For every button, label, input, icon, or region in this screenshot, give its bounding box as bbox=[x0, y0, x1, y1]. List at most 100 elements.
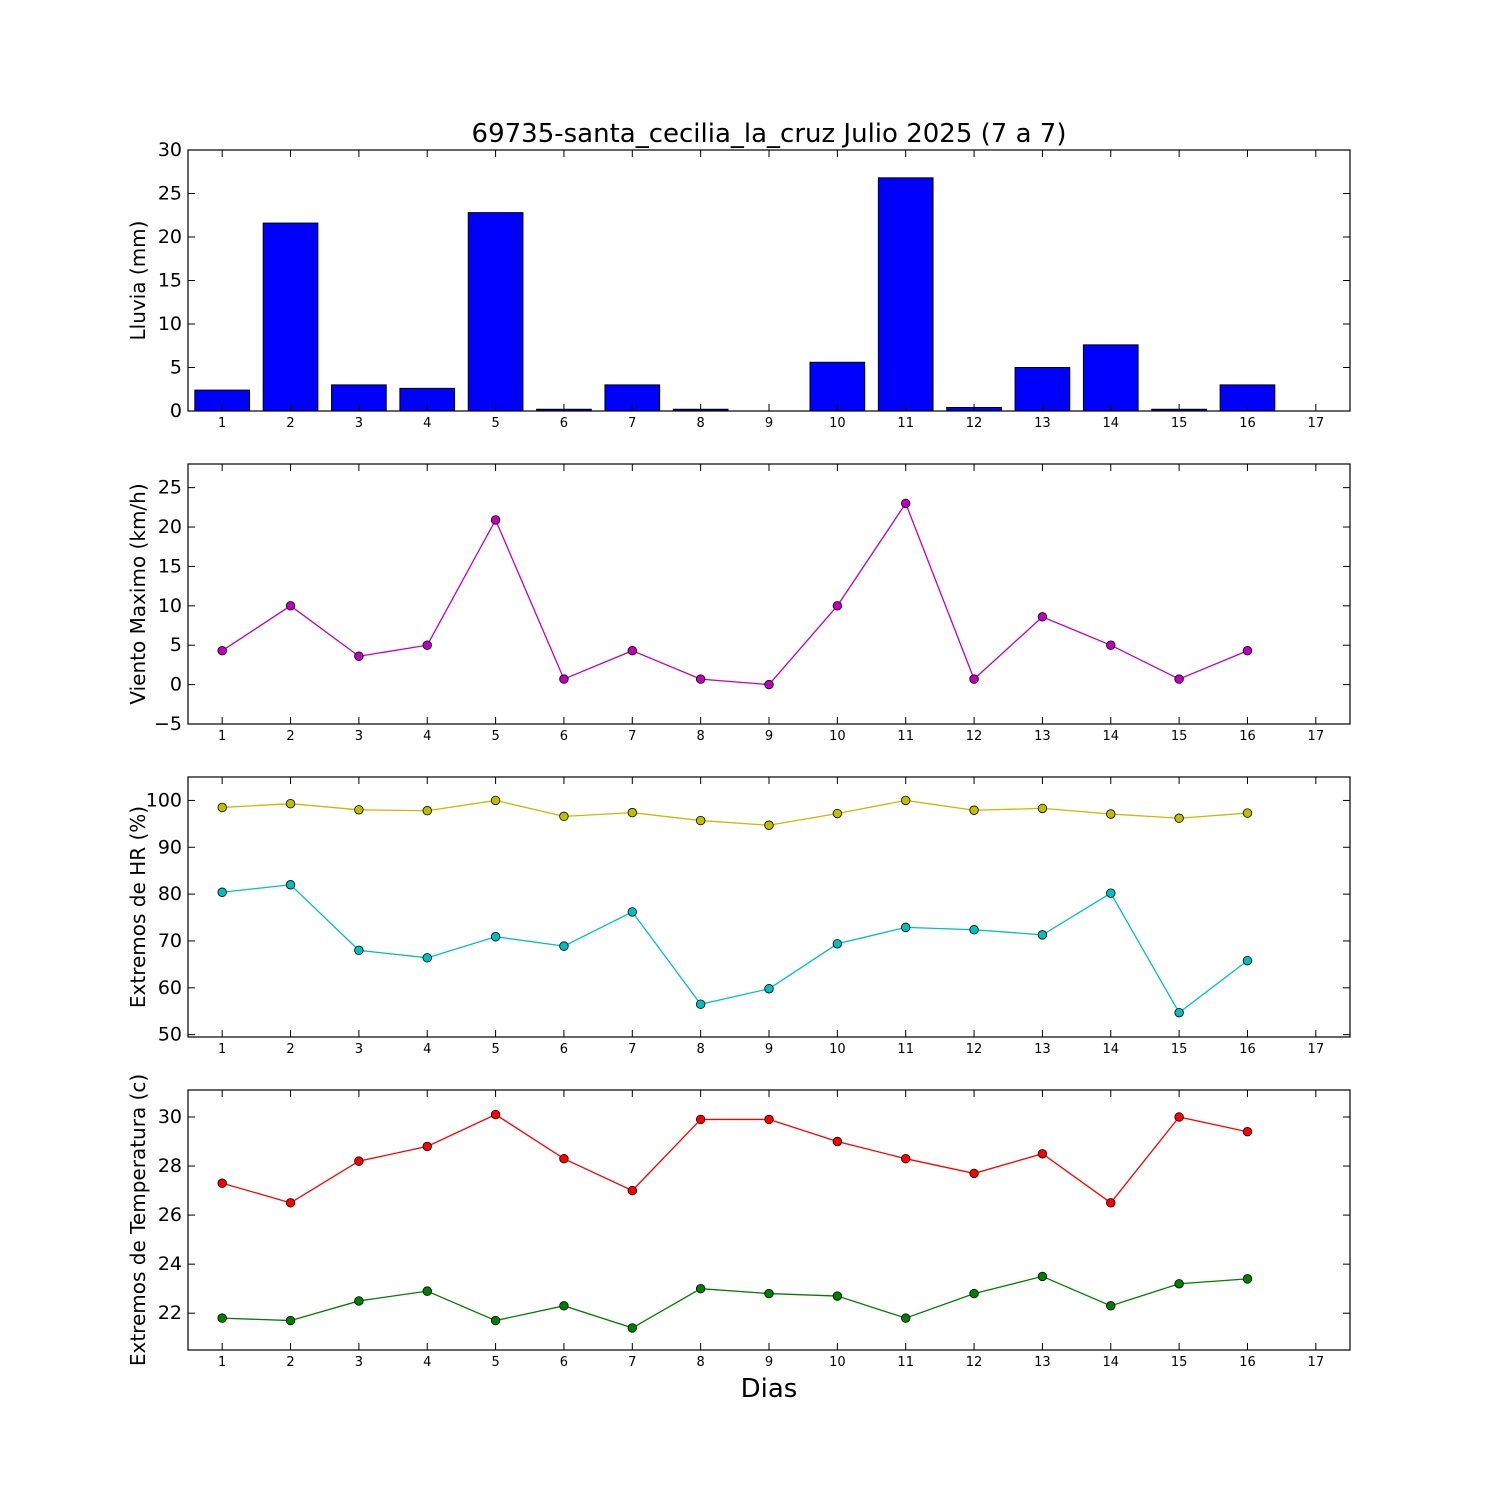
humidity-xtick-label: 5 bbox=[491, 1042, 499, 1057]
wind-xtick-label: 5 bbox=[491, 729, 499, 744]
wind-series-1-point-day-1 bbox=[217, 646, 227, 656]
wind-ytick-label: −5 bbox=[154, 713, 182, 735]
temperature-series-2-point-day-9 bbox=[764, 1288, 774, 1299]
wind-ytick-label: 20 bbox=[158, 516, 182, 538]
wind-xtick-label: 13 bbox=[1034, 729, 1051, 744]
wind-ytick-label: 25 bbox=[158, 477, 182, 499]
temperature-ytick-label: 26 bbox=[158, 1204, 182, 1226]
wind-xtick-label: 1 bbox=[218, 729, 226, 744]
temperature-series-2-point-day-2 bbox=[285, 1315, 296, 1326]
rain-bar-day-14 bbox=[1082, 344, 1139, 412]
wind-xtick-label: 2 bbox=[286, 729, 294, 744]
temperature-series-2-point-day-5 bbox=[490, 1315, 501, 1326]
temperature-series-1-point-day-1 bbox=[217, 1178, 227, 1188]
wind-xtick-label: 7 bbox=[628, 729, 636, 744]
humidity-series-1-point-day-6 bbox=[559, 811, 569, 822]
humidity-series-1-point-day-13 bbox=[1037, 803, 1048, 814]
humidity-series-1-point-day-15 bbox=[1174, 813, 1184, 823]
temperature-xtick-label: 10 bbox=[829, 1355, 846, 1370]
temperature-series-1-point-day-6 bbox=[559, 1153, 569, 1164]
humidity-xtick-label: 4 bbox=[423, 1042, 431, 1057]
wind-series-1-point-day-13 bbox=[1037, 612, 1048, 622]
temperature-series-1-point-day-13 bbox=[1037, 1149, 1048, 1159]
temperature-series-1-point-day-9 bbox=[764, 1114, 774, 1125]
wind-xtick-label: 14 bbox=[1102, 729, 1119, 744]
temperature-series-1-point-day-4 bbox=[422, 1141, 432, 1152]
temperature-series-2-line bbox=[222, 1275, 1248, 1329]
humidity-xtick-label: 8 bbox=[697, 1042, 705, 1057]
rain-ytick-label: 15 bbox=[158, 270, 182, 292]
humidity-series-2-point-day-10 bbox=[832, 939, 843, 949]
wind-series-1-point-day-3 bbox=[354, 651, 364, 661]
temperature-ytick-label: 24 bbox=[158, 1253, 182, 1275]
temperature-xtick-label: 7 bbox=[628, 1355, 636, 1370]
humidity-series-1-point-day-2 bbox=[285, 799, 296, 809]
rain-bar-day-13 bbox=[1014, 367, 1071, 412]
rain-ytick-label: 30 bbox=[158, 139, 182, 161]
rain-xtick-label: 4 bbox=[423, 416, 431, 431]
humidity-xtick-label: 3 bbox=[355, 1042, 363, 1057]
humidity-series-1-point-day-11 bbox=[901, 795, 911, 806]
wind-xtick-label: 6 bbox=[560, 729, 568, 744]
temperature-y-axis-label: Extremos de Temperatura (c) bbox=[126, 1074, 150, 1366]
wind-series-1-point-day-15 bbox=[1174, 674, 1184, 684]
temperature-xtick-label: 12 bbox=[966, 1355, 983, 1370]
temperature-xtick-label: 2 bbox=[286, 1355, 294, 1370]
rain-xtick-label: 10 bbox=[829, 416, 846, 431]
wind-xtick-label: 3 bbox=[355, 729, 363, 744]
humidity-xtick-label: 13 bbox=[1034, 1042, 1051, 1057]
humidity-series-2-point-day-3 bbox=[354, 945, 364, 956]
wind-xtick-label: 8 bbox=[697, 729, 705, 744]
humidity-ytick-label: 100 bbox=[146, 789, 182, 811]
wind-series-1-point-day-7 bbox=[627, 646, 637, 656]
temperature-series-2-point-day-4 bbox=[422, 1286, 432, 1296]
rain-xtick-label: 6 bbox=[560, 416, 568, 431]
temperature-xtick-label: 8 bbox=[697, 1355, 705, 1370]
temperature-series-2-point-day-1 bbox=[217, 1313, 227, 1323]
wind-xtick-label: 12 bbox=[966, 729, 983, 744]
wind-ytick-label: 15 bbox=[158, 555, 182, 577]
wind-series-1-point-day-14 bbox=[1106, 640, 1116, 650]
humidity-series-1-point-day-7 bbox=[627, 807, 637, 818]
wind-series-1-point-day-8 bbox=[695, 674, 706, 684]
rain-xtick-label: 7 bbox=[628, 416, 636, 431]
temperature-series-1-line bbox=[222, 1113, 1248, 1204]
rain-xtick-label: 5 bbox=[491, 416, 499, 431]
temperature-xtick-label: 6 bbox=[560, 1355, 568, 1370]
wind-ytick-label: 0 bbox=[170, 674, 182, 696]
temperature-xtick-label: 14 bbox=[1102, 1355, 1119, 1370]
humidity-ytick-label: 90 bbox=[158, 836, 182, 858]
temperature-series-2-point-day-16 bbox=[1242, 1274, 1253, 1284]
temperature-series-1-point-day-8 bbox=[695, 1114, 706, 1125]
wind-series-1-point-day-5 bbox=[490, 515, 501, 525]
wind-series-1-point-day-12 bbox=[969, 674, 979, 684]
temperature-series-2-point-day-3 bbox=[354, 1296, 364, 1306]
temperature-series-1-point-day-12 bbox=[969, 1168, 979, 1179]
temperature-xtick-label: 1 bbox=[218, 1355, 226, 1370]
humidity-y-axis-label: Extremos de HR (%) bbox=[126, 806, 150, 1008]
wind-ytick-label: 5 bbox=[170, 634, 182, 656]
rain-xtick-label: 3 bbox=[355, 416, 363, 431]
humidity-series-2-point-day-4 bbox=[422, 953, 432, 963]
humidity-series-2-point-day-14 bbox=[1106, 888, 1116, 898]
humidity-series-1-point-day-3 bbox=[354, 805, 364, 815]
wind-xtick-label: 10 bbox=[829, 729, 846, 744]
rain-xtick-label: 15 bbox=[1171, 416, 1188, 431]
rain-bar-day-11 bbox=[877, 177, 934, 412]
rain-xtick-label: 9 bbox=[765, 416, 773, 431]
rain-xtick-label: 11 bbox=[897, 416, 914, 431]
wind-xtick-label: 11 bbox=[897, 729, 914, 744]
temperature-ytick-label: 22 bbox=[158, 1302, 182, 1324]
humidity-xtick-label: 6 bbox=[560, 1042, 568, 1057]
rain-ytick-label: 5 bbox=[170, 357, 182, 379]
temperature-xtick-label: 17 bbox=[1308, 1355, 1325, 1370]
temperature-series-2-point-day-15 bbox=[1174, 1279, 1184, 1289]
rain-ytick-label: 0 bbox=[170, 400, 182, 422]
rain-bar-day-2 bbox=[262, 222, 319, 412]
temperature-xtick-label: 16 bbox=[1239, 1355, 1256, 1370]
